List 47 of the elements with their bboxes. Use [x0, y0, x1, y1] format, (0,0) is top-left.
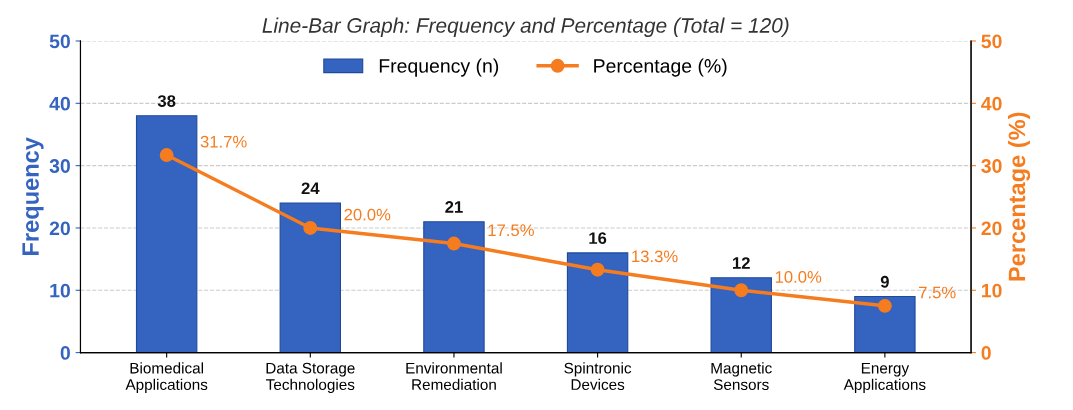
point	[877, 298, 892, 313]
data-label: 17.5%	[488, 224, 534, 237]
y2-tick-label: 30	[981, 159, 1002, 173]
point	[303, 221, 318, 235]
point	[159, 148, 174, 162]
y-tick-label: 50	[49, 34, 70, 49]
x-tick-label: Spintronic Devices	[564, 362, 632, 390]
y2-axis-title: Percentage (%)	[1007, 112, 1031, 281]
data-label: 16	[589, 232, 607, 245]
point	[447, 236, 461, 251]
bar	[566, 252, 629, 353]
point	[590, 262, 605, 277]
chart-title: Line-Bar Graph: Frequency and Percentage (Total = 120)	[262, 17, 789, 37]
data-label: 21	[445, 201, 463, 213]
data-label: 20.0%	[344, 208, 391, 221]
x-tick-label: Data Storage Technologies	[266, 362, 355, 394]
data-label: 24	[301, 182, 320, 195]
y2-tick-label: 10	[982, 283, 1002, 298]
point	[734, 283, 749, 298]
data-label: 10.0%	[775, 271, 822, 283]
data-label: 9	[880, 275, 889, 288]
legend-label: Percentage (%)	[594, 58, 727, 77]
y-tick-label: 30	[49, 159, 70, 173]
data-label: 31.7%	[200, 135, 247, 148]
y-tick-label: 0	[60, 346, 70, 360]
x-tick-label: Magnetic Sensors	[711, 362, 772, 390]
x-tick-label: Environmental Remediation	[406, 362, 502, 390]
y2-tick-label: 50	[981, 34, 1002, 49]
y-tick-label: 40	[49, 96, 70, 111]
legend-label: Frequency (n)	[379, 58, 499, 77]
y2-tick-label: 40	[981, 96, 1002, 111]
bar	[710, 277, 772, 353]
y-tick-label: 20	[49, 221, 70, 236]
data-label: 12	[733, 257, 750, 269]
data-label: 38	[157, 95, 176, 107]
bar	[279, 202, 342, 353]
x-tick-label: Biomedical Applications	[125, 362, 208, 394]
x-tick-label: Energy Applications	[843, 362, 926, 394]
data-label: 7.5%	[919, 286, 956, 299]
data-label: 13.3%	[632, 250, 678, 263]
bar	[854, 295, 916, 353]
bar	[135, 115, 198, 353]
y2-tick-label: 0	[981, 346, 991, 360]
y2-tick-label: 20	[981, 221, 1002, 236]
y-axis-title: Frequency	[22, 137, 44, 255]
bar	[423, 221, 485, 353]
y-tick-label: 10	[50, 283, 70, 298]
